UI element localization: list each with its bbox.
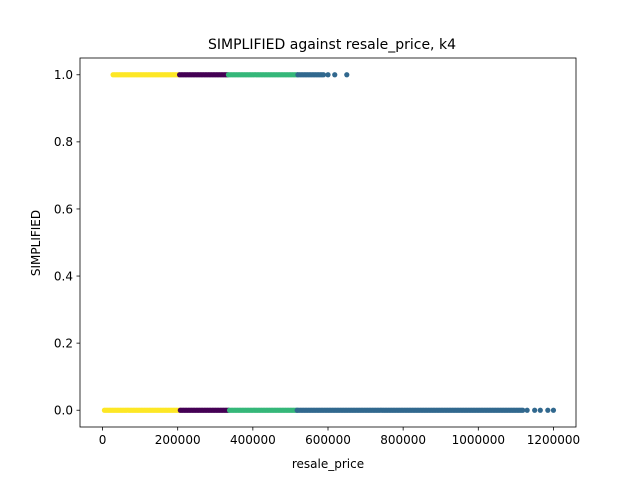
cluster-0-points-y0 xyxy=(101,407,183,413)
plot-area: 0 200000 400000 600000 800000 1000000 1200000 … xyxy=(54,57,580,447)
chart-title: SIMPLIFIED against resale_price, k4 xyxy=(208,37,456,53)
data-point xyxy=(545,407,551,413)
x-tick-label: 400000 xyxy=(230,433,276,447)
cluster-2-points-y0 xyxy=(226,407,300,413)
x-axis-label: resale_price xyxy=(292,457,364,471)
x-tick-label: 800000 xyxy=(380,433,426,447)
data-point xyxy=(332,72,338,78)
data-point xyxy=(524,407,530,413)
data-point xyxy=(532,407,538,413)
y-tick-label: 0.4 xyxy=(54,269,73,283)
cluster-3-points-y0 xyxy=(294,407,526,413)
data-points xyxy=(101,72,557,413)
cluster-1-points-y0 xyxy=(177,407,231,413)
x-tick-label: 1000000 xyxy=(452,433,505,447)
data-point xyxy=(520,407,526,413)
x-axis-ticks: 0 200000 400000 600000 800000 1000000 1200000 xyxy=(99,427,580,447)
y-tick-label: 0.8 xyxy=(54,135,73,149)
y-tick-label: 1.0 xyxy=(54,68,73,82)
data-point xyxy=(537,407,543,413)
data-point xyxy=(550,407,557,413)
y-axis-label: SIMPLIFIED xyxy=(29,210,43,276)
data-point xyxy=(325,72,331,78)
y-axis-ticks: 0.0 0.2 0.4 0.6 0.8 1.0 xyxy=(54,68,80,418)
data-point xyxy=(344,72,350,78)
x-tick-label: 600000 xyxy=(305,433,351,447)
x-tick-label: 0 xyxy=(99,433,107,447)
cluster-3-points-y1 xyxy=(295,72,327,78)
y-tick-label: 0.0 xyxy=(54,404,73,418)
x-tick-label: 1200000 xyxy=(527,433,580,447)
cluster-1-points-y1 xyxy=(176,72,231,78)
cluster-2-points-y1 xyxy=(225,72,300,78)
cluster-0-points-y1 xyxy=(110,72,182,78)
y-tick-label: 0.2 xyxy=(54,336,73,350)
x-tick-label: 200000 xyxy=(155,433,201,447)
data-point xyxy=(320,72,327,78)
y-tick-label: 0.6 xyxy=(54,202,73,216)
